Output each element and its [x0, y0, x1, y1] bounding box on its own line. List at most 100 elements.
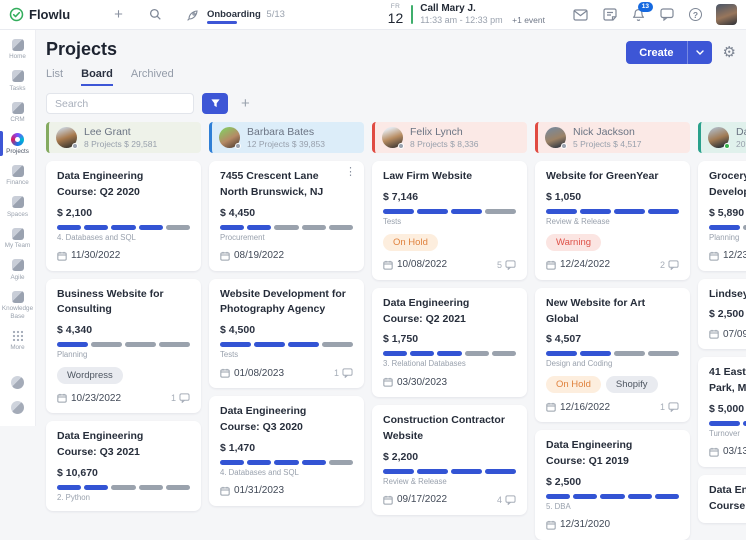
comment-icon — [668, 260, 679, 270]
sidebar-item-spaces[interactable]: Spaces — [0, 191, 35, 223]
progress-segment — [383, 351, 407, 356]
column-header[interactable]: David Th20 Projects — [698, 122, 746, 153]
create-button[interactable]: Create — [626, 41, 711, 64]
card-amount: $ 4,507 — [546, 333, 679, 345]
progress-bar — [220, 342, 353, 347]
project-card[interactable]: Grocery Store Development$ 5,890Planning… — [698, 161, 746, 271]
agile-icon — [12, 259, 24, 272]
agenda-event[interactable]: Call Mary J. 11:33 am - 12:33 pm +1 even… — [420, 2, 545, 27]
progress-segment — [451, 209, 482, 214]
progress-segment — [111, 225, 135, 230]
project-card[interactable]: Data Engineering Course: 2020 — [698, 475, 746, 524]
progress-segment — [274, 225, 298, 230]
project-card[interactable]: Data Engineering Course: Q3 2021$ 10,670… — [46, 421, 201, 511]
create-button-label[interactable]: Create — [626, 41, 686, 64]
more-events-link[interactable]: +1 event — [512, 15, 545, 25]
create-dropdown-caret[interactable] — [687, 41, 712, 64]
sidebar-item-label: Spaces — [7, 211, 28, 219]
project-card[interactable]: 41 East Charles Park, MD 2114$ 5,000Turn… — [698, 357, 746, 467]
sidebar-item-agile[interactable]: Agile — [0, 254, 35, 286]
board-settings-gear-icon[interactable]: ⚙ — [723, 45, 736, 60]
kebab-menu-icon[interactable]: ⋮ — [345, 167, 356, 178]
notes-icon[interactable] — [603, 8, 617, 21]
home-icon — [12, 38, 24, 51]
onboarding-progress-track — [207, 21, 285, 24]
quick-add-icon[interactable]: + — [114, 7, 123, 22]
tag[interactable]: Shopify — [606, 376, 658, 393]
progress-bar — [57, 225, 190, 230]
column-owner-name: Lee Grant — [84, 126, 157, 139]
card-amount: $ 5,000 — [709, 403, 746, 415]
sidebar-item-my-team[interactable]: My Team — [0, 222, 35, 254]
tab-board[interactable]: Board — [81, 68, 113, 86]
tag[interactable]: Warning — [546, 234, 601, 251]
sidebar-item-finance[interactable]: Finance — [0, 159, 35, 191]
tag[interactable]: Wordpress — [57, 367, 123, 384]
column-stats: 8 Projects $ 8,336 — [410, 139, 479, 149]
support-icon[interactable] — [11, 376, 24, 389]
comments-count[interactable]: 4 — [497, 495, 516, 505]
settings-icon[interactable] — [11, 401, 24, 414]
comment-icon — [505, 495, 516, 505]
projects-icon — [11, 133, 24, 146]
sidebar-item-home[interactable]: Home — [0, 33, 35, 65]
progress-segment — [709, 225, 740, 230]
project-card[interactable]: Website Development for Photography Agen… — [209, 279, 364, 389]
card-amount: $ 4,500 — [220, 324, 353, 336]
search-input[interactable] — [46, 93, 194, 114]
search-icon[interactable] — [149, 8, 162, 21]
column-stats: 8 Projects $ 29,581 — [84, 139, 157, 149]
comments-count[interactable]: 5 — [497, 260, 516, 270]
user-avatar[interactable] — [716, 4, 737, 25]
calendar-icon — [383, 377, 393, 387]
my-team-icon — [12, 227, 24, 240]
sidebar-item-label: Finance — [6, 179, 28, 187]
chat-icon[interactable] — [660, 8, 674, 21]
add-column-icon[interactable]: + — [241, 96, 250, 111]
help-icon[interactable]: ? — [689, 8, 702, 21]
mail-icon[interactable] — [573, 9, 588, 21]
tag[interactable]: On Hold — [546, 376, 601, 393]
notifications-bell-icon[interactable]: 13 — [632, 8, 645, 22]
card-due-date: 01/08/2023 — [220, 368, 284, 379]
project-card[interactable]: 7455 Crescent Lane North Brunswick, NJ⋮$… — [209, 161, 364, 271]
view-tabs: List Board Archived — [46, 68, 746, 86]
tab-archived[interactable]: Archived — [131, 68, 174, 86]
progress-segment — [139, 225, 163, 230]
onboarding-widget[interactable]: Onboarding 5/13 — [186, 5, 285, 24]
sidebar-item-knowledge-base[interactable]: Knowledge Base — [0, 285, 35, 324]
tag[interactable]: On Hold — [383, 234, 438, 251]
sidebar-item-tasks[interactable]: Tasks — [0, 65, 35, 97]
card-stage: Review & Release — [383, 477, 516, 486]
status-dot — [72, 143, 79, 150]
progress-segment — [111, 485, 135, 490]
filter-button[interactable] — [202, 93, 228, 114]
sidebar-item-more[interactable]: More — [0, 324, 35, 356]
comments-count[interactable]: 1 — [334, 368, 353, 378]
flowlu-logo[interactable]: Flowlu — [9, 7, 70, 22]
sidebar-item-crm[interactable]: CRM — [0, 96, 35, 128]
comments-count[interactable]: 1 — [660, 402, 679, 412]
tab-list[interactable]: List — [46, 68, 63, 86]
status-dot — [724, 143, 731, 150]
comments-count[interactable]: 2 — [660, 260, 679, 270]
sidebar-item-projects[interactable]: Projects — [0, 128, 35, 160]
comments-count[interactable]: 1 — [171, 393, 190, 403]
calendar-date[interactable]: FR 12 — [388, 4, 404, 26]
